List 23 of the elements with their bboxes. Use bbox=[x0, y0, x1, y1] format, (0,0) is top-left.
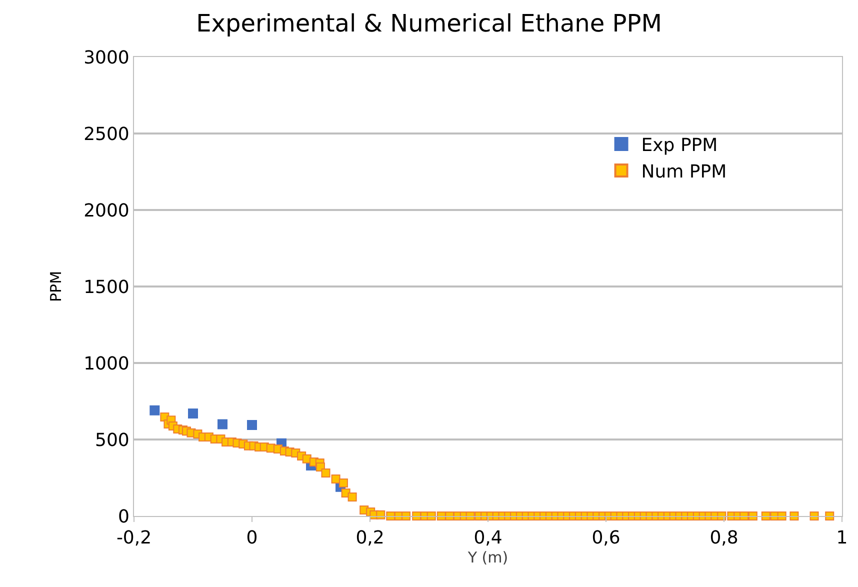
x-tick-label: 0,8 bbox=[710, 528, 738, 549]
x-tick-label: 0 bbox=[246, 528, 258, 549]
x-axis-title: Y (m) bbox=[466, 548, 508, 567]
legend-label: Exp PPM bbox=[641, 135, 718, 156]
x-tick-label: -0,2 bbox=[116, 528, 152, 549]
y-tick-label: 3000 bbox=[84, 47, 130, 68]
point bbox=[150, 405, 160, 416]
y-tick-label: 0 bbox=[118, 506, 130, 528]
y-tick-label: 2500 bbox=[84, 124, 130, 145]
point bbox=[188, 408, 198, 418]
x-tick-label: 0,6 bbox=[592, 528, 620, 549]
y-tick-label: 2000 bbox=[84, 200, 130, 222]
y-tick-label: 1000 bbox=[84, 353, 130, 374]
y-tick-label: 500 bbox=[95, 430, 130, 451]
point bbox=[218, 419, 228, 430]
y-axis-title: PPM bbox=[46, 270, 65, 302]
x-tick-label: 1 bbox=[836, 528, 848, 549]
x-tick-label: 0,4 bbox=[474, 528, 502, 549]
point bbox=[247, 420, 257, 430]
x-tick-label: 0,2 bbox=[356, 528, 384, 549]
legend-label: Num PPM bbox=[641, 161, 727, 182]
y-tick-label: 1500 bbox=[84, 276, 130, 298]
chart-title: Experimental & Numerical Ethane PPM bbox=[196, 9, 662, 38]
